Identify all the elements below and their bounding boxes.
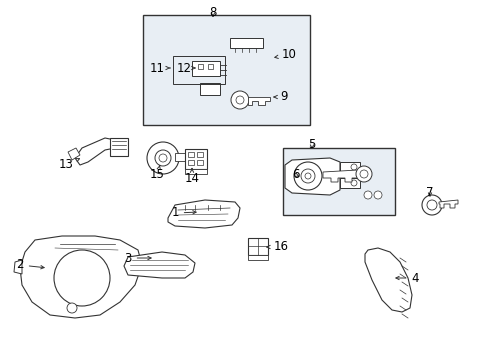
- Circle shape: [67, 303, 77, 313]
- Circle shape: [373, 191, 381, 199]
- Circle shape: [350, 164, 356, 170]
- Polygon shape: [285, 158, 339, 195]
- Bar: [110, 138, 128, 156]
- Polygon shape: [14, 260, 22, 274]
- Circle shape: [155, 150, 171, 166]
- Text: 9: 9: [273, 90, 287, 104]
- Text: 2: 2: [16, 258, 44, 271]
- Circle shape: [305, 173, 310, 179]
- Circle shape: [147, 142, 179, 174]
- Circle shape: [359, 170, 367, 178]
- Bar: [339, 178, 359, 188]
- Text: 8: 8: [209, 6, 216, 19]
- Text: 1: 1: [171, 207, 196, 220]
- Circle shape: [236, 96, 244, 104]
- Circle shape: [350, 180, 356, 186]
- Bar: [142, 15, 309, 125]
- Bar: [207, 64, 213, 69]
- Text: 5: 5: [307, 139, 315, 152]
- Text: 7: 7: [426, 185, 433, 198]
- Text: 16: 16: [266, 240, 288, 253]
- Text: 6: 6: [292, 168, 299, 181]
- Circle shape: [54, 250, 110, 306]
- Text: 12: 12: [176, 62, 195, 75]
- Circle shape: [301, 169, 314, 183]
- Bar: [247, 255, 267, 260]
- Text: 4: 4: [395, 271, 418, 284]
- Circle shape: [293, 162, 321, 190]
- Bar: [175, 153, 184, 161]
- Circle shape: [355, 166, 371, 182]
- Text: 11: 11: [149, 62, 170, 75]
- Text: 13: 13: [59, 158, 80, 171]
- Circle shape: [230, 91, 248, 109]
- Circle shape: [426, 200, 436, 210]
- Bar: [247, 238, 267, 255]
- Bar: [198, 64, 203, 69]
- Text: 10: 10: [274, 49, 296, 62]
- Text: 14: 14: [184, 168, 199, 184]
- Bar: [339, 162, 359, 172]
- Polygon shape: [200, 83, 220, 95]
- Bar: [187, 160, 194, 165]
- Polygon shape: [364, 248, 411, 312]
- Bar: [184, 169, 206, 174]
- Polygon shape: [168, 200, 240, 228]
- Circle shape: [421, 195, 441, 215]
- Bar: [184, 149, 206, 169]
- Polygon shape: [75, 138, 115, 165]
- Circle shape: [159, 154, 167, 162]
- Polygon shape: [124, 252, 195, 278]
- Bar: [197, 160, 203, 165]
- Bar: [187, 152, 194, 157]
- Bar: [283, 148, 394, 215]
- Text: 3: 3: [124, 252, 151, 265]
- Polygon shape: [323, 170, 359, 182]
- Polygon shape: [20, 236, 142, 318]
- Polygon shape: [192, 61, 220, 76]
- Text: 15: 15: [149, 166, 164, 181]
- Polygon shape: [229, 38, 263, 48]
- Polygon shape: [247, 97, 269, 105]
- Polygon shape: [438, 200, 457, 208]
- Polygon shape: [68, 148, 80, 160]
- Bar: [173, 56, 224, 84]
- Bar: [197, 152, 203, 157]
- Circle shape: [363, 191, 371, 199]
